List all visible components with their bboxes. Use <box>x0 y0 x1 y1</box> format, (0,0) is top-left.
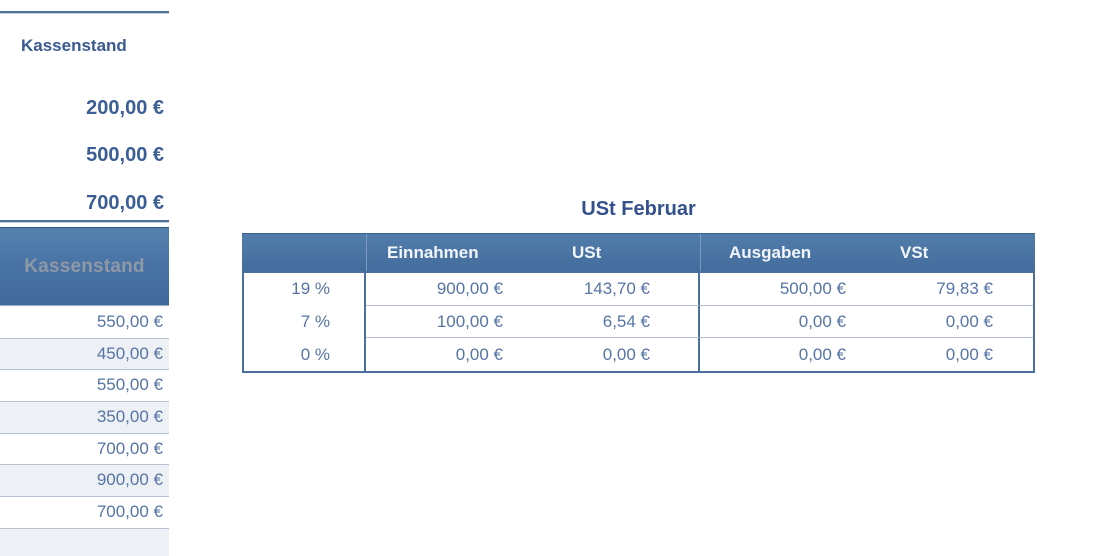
ust-row-19: 19 % 900,00 € 143,70 € 500,00 € 79,83 € <box>244 273 1033 306</box>
ust-header-ust[interactable]: USt <box>572 242 602 262</box>
ust-cell[interactable]: 143,70 € <box>536 273 700 306</box>
divider-middle <box>0 220 169 222</box>
divider-top <box>0 11 169 13</box>
kassenstand-row[interactable]: 900,00 € <box>0 465 169 498</box>
einnahmen-cell[interactable]: 100,00 € <box>366 305 536 339</box>
rate-cell[interactable]: 19 % <box>244 273 366 306</box>
summary-value-cell[interactable]: 500,00 € <box>86 144 164 166</box>
ust-cell[interactable]: 0,00 € <box>536 338 700 372</box>
vst-cell[interactable]: 79,83 € <box>870 273 1033 306</box>
vst-cell[interactable]: 0,00 € <box>870 338 1033 372</box>
kassenstand-row[interactable]: 350,00 € <box>0 402 169 434</box>
summary-value-cell[interactable]: 200,00 € <box>86 97 164 119</box>
rate-cell[interactable]: 7 % <box>244 305 366 339</box>
ust-cell[interactable]: 6,54 € <box>536 305 700 339</box>
kassenstand-column-header[interactable]: Kassenstand <box>0 227 169 306</box>
kassenstand-row[interactable]: 550,00 € <box>0 370 169 403</box>
kassenstand-column-header-label: Kassenstand <box>24 255 145 277</box>
ausgaben-cell[interactable]: 0,00 € <box>700 305 870 339</box>
rate-cell[interactable]: 0 % <box>244 338 366 372</box>
ust-table-title: USt Februar <box>581 198 696 220</box>
kassenstand-row[interactable] <box>0 528 169 556</box>
summary-value-cell[interactable]: 700,00 € <box>86 192 164 214</box>
ausgaben-cell[interactable]: 500,00 € <box>700 273 870 306</box>
vst-cell[interactable]: 0,00 € <box>870 305 1033 339</box>
ust-row-0: 0 % 0,00 € 0,00 € 0,00 € 0,00 € <box>244 338 1033 372</box>
ust-table-header-row: Einnahmen USt Ausgaben VSt <box>242 233 1035 271</box>
einnahmen-cell[interactable]: 900,00 € <box>366 273 536 306</box>
ust-table-body: 19 % 900,00 € 143,70 € 500,00 € 79,83 € … <box>242 271 1035 373</box>
ust-header-blank-cell[interactable] <box>242 234 366 271</box>
ausgaben-cell[interactable]: 0,00 € <box>700 338 870 372</box>
kassenstand-rows: 550,00 € 450,00 € 550,00 € 350,00 € 700,… <box>0 307 169 556</box>
kassenstand-row[interactable]: 550,00 € <box>0 307 169 339</box>
ust-header-einnahmen[interactable]: Einnahmen <box>366 234 536 271</box>
kassenstand-row[interactable]: 450,00 € <box>0 338 169 371</box>
kassenstand-row[interactable]: 700,00 € <box>0 497 169 529</box>
kassenstand-summary-label[interactable]: Kassenstand <box>21 36 127 55</box>
ust-row-7: 7 % 100,00 € 6,54 € 0,00 € 0,00 € <box>244 305 1033 339</box>
ust-header-ausgaben[interactable]: Ausgaben <box>700 234 870 271</box>
einnahmen-cell[interactable]: 0,00 € <box>366 338 536 372</box>
kassenstand-row[interactable]: 700,00 € <box>0 433 169 466</box>
ust-header-vst[interactable]: VSt <box>900 242 929 262</box>
